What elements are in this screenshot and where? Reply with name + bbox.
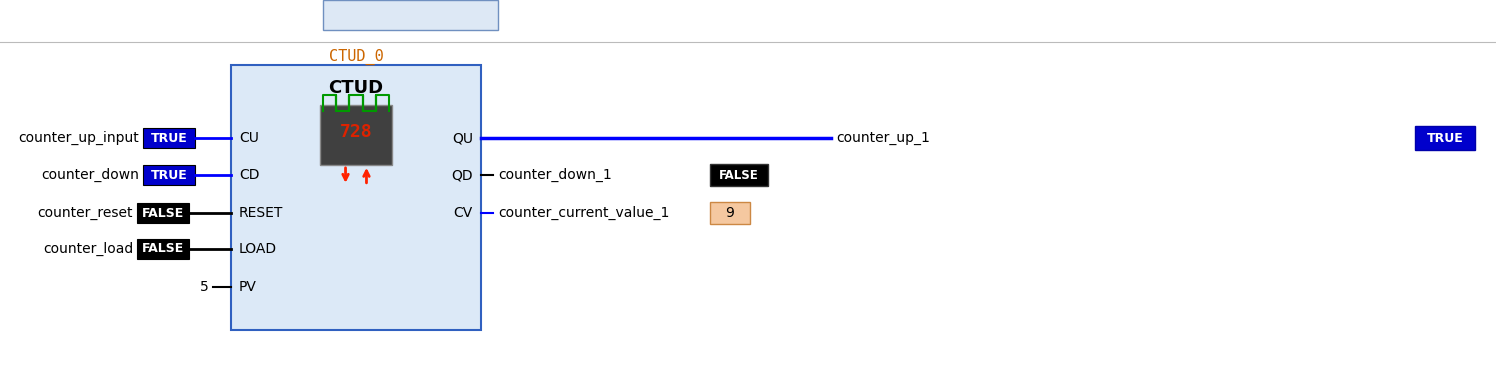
Bar <box>138 239 188 259</box>
Text: CU: CU <box>239 131 259 145</box>
Text: 5: 5 <box>200 280 209 294</box>
Text: LOAD: LOAD <box>239 242 277 256</box>
Text: counter_reset: counter_reset <box>37 206 133 220</box>
Text: QU: QU <box>452 131 473 145</box>
Bar <box>711 164 767 186</box>
Text: TRUE: TRUE <box>151 168 187 182</box>
Text: FALSE: FALSE <box>142 206 184 220</box>
Bar <box>711 202 749 224</box>
Text: counter_down_1: counter_down_1 <box>498 168 612 182</box>
Text: CV: CV <box>453 206 473 220</box>
Bar <box>320 105 392 165</box>
Text: CTUD: CTUD <box>329 79 383 97</box>
Text: CD: CD <box>239 168 259 182</box>
Bar <box>144 128 194 148</box>
Text: counter_current_value_1: counter_current_value_1 <box>498 206 669 220</box>
Text: PV: PV <box>239 280 257 294</box>
Bar <box>1415 126 1475 150</box>
Text: counter_up_1: counter_up_1 <box>836 131 931 145</box>
Text: CTUD_0: CTUD_0 <box>329 49 383 65</box>
Text: TRUE: TRUE <box>1427 132 1463 144</box>
Text: counter_up_input: counter_up_input <box>18 131 139 145</box>
Text: counter_down: counter_down <box>40 168 139 182</box>
Text: 728: 728 <box>340 123 373 141</box>
Text: counter_load: counter_load <box>43 242 133 256</box>
Text: FALSE: FALSE <box>720 168 758 182</box>
Bar <box>230 65 482 330</box>
Text: FALSE: FALSE <box>142 243 184 256</box>
Bar <box>323 0 498 30</box>
Bar <box>138 203 188 223</box>
Text: RESET: RESET <box>239 206 283 220</box>
Bar <box>144 165 194 185</box>
Text: 9: 9 <box>726 206 735 220</box>
Text: TRUE: TRUE <box>151 132 187 144</box>
Text: QD: QD <box>452 168 473 182</box>
